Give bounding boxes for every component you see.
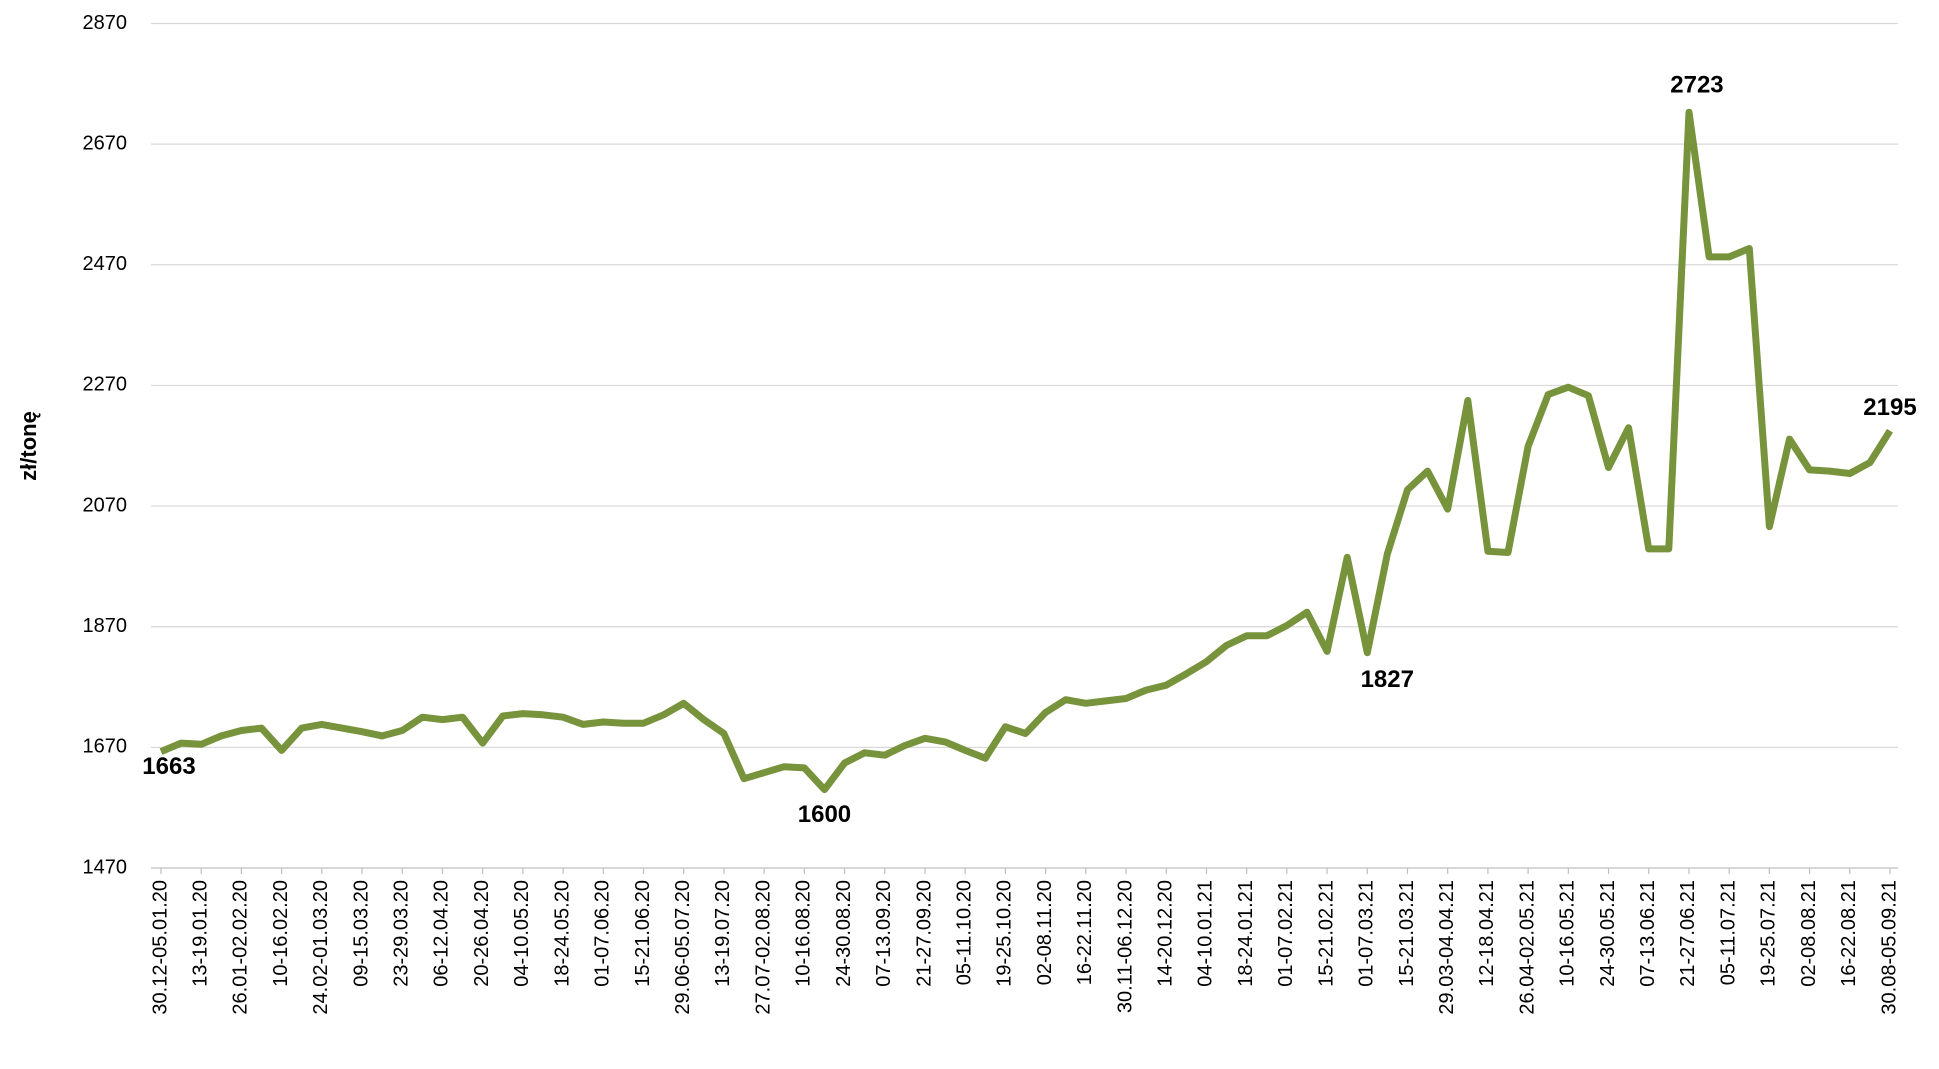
x-tick-label: 05-11.10.20 (953, 880, 975, 985)
y-tick-label: 1470 (83, 856, 128, 878)
x-tick-label: 01-07.03.21 (1356, 880, 1378, 987)
x-tick-label: 24.02-01.03.20 (310, 880, 332, 1015)
x-tick-label: 18-24.01.21 (1235, 880, 1257, 987)
x-tick-label: 26.01-02.02.20 (230, 880, 252, 1015)
x-tick-label: 30.08-05.09.21 (1878, 880, 1900, 1015)
x-tick-label: 30.12-05.01.20 (149, 880, 171, 1015)
x-tick-label: 18-24.05.20 (551, 880, 573, 987)
x-tick-label: 21-27.09.20 (913, 880, 935, 987)
x-tick-label: 27.07-02.08.20 (752, 880, 774, 1015)
x-tick-label: 13-19.01.20 (189, 880, 211, 987)
x-tick-label: 04-10.01.21 (1195, 880, 1217, 987)
data-label: 1600 (798, 801, 851, 828)
x-tick-label: 16-22.11.20 (1074, 880, 1096, 985)
x-tick-label: 10-16.02.20 (270, 880, 292, 987)
x-tick-label: 16-22.08.21 (1838, 880, 1860, 987)
x-tick-label: 19-25.10.20 (994, 880, 1016, 987)
x-tick-label: 15-21.06.20 (632, 880, 654, 987)
data-label: 2195 (1863, 394, 1916, 421)
data-label: 1827 (1361, 666, 1414, 693)
x-tick-label: 20-26.04.20 (471, 880, 493, 987)
y-tick-label: 2870 (83, 12, 128, 34)
x-tick-label: 02-08.08.21 (1798, 880, 1820, 987)
y-axis-label: zł/tonę (16, 411, 41, 481)
y-tick-label: 1670 (83, 736, 128, 758)
x-tick-label: 01-07.02.21 (1275, 880, 1297, 987)
x-tick-label: 02-08.11.20 (1034, 880, 1056, 985)
x-tick-label: 12-18.04.21 (1476, 880, 1498, 987)
x-tick-label: 29.03-04.04.21 (1436, 880, 1458, 1015)
x-tick-label: 06-12.04.20 (431, 880, 453, 987)
x-tick-label: 21-27.06.21 (1677, 880, 1699, 987)
y-tick-label: 1870 (83, 615, 128, 637)
line-series (159, 108, 1893, 794)
x-tick-label: 01-07.06.20 (592, 880, 614, 987)
x-tick-label: 30.11-06.12.20 (1114, 880, 1136, 1013)
x-tick-label: 13-19.07.20 (712, 880, 734, 987)
x-tick-label: 15-21.03.21 (1396, 880, 1418, 987)
x-tick-label: 14-20.12.20 (1155, 880, 1177, 987)
x-tick-label: 07-13.06.21 (1637, 880, 1659, 987)
x-tick-label: 05-11.07.21 (1717, 880, 1739, 985)
y-tick-label: 2670 (83, 132, 128, 154)
x-tick-label: 15-21.02.21 (1315, 880, 1337, 987)
x-tick-label: 10-16.08.20 (793, 880, 815, 987)
x-tick-label: 09-15.03.20 (350, 880, 372, 987)
x-tick-label: 23-29.03.20 (391, 880, 413, 987)
y-tick-label: 2070 (83, 494, 128, 516)
x-tick-label: 19-25.07.21 (1758, 880, 1780, 987)
x-tick-label: 04-10.05.20 (511, 880, 533, 987)
x-tick-label: 24-30.05.21 (1597, 880, 1619, 987)
x-tick-label: 26.04-02.05.21 (1516, 880, 1538, 1015)
y-tick-label: 2270 (83, 374, 128, 396)
x-tick-label: 29.06-05.07.20 (672, 880, 694, 1015)
data-label: 1663 (142, 753, 195, 780)
data-label: 2723 (1670, 72, 1723, 99)
y-tick-label: 2470 (83, 253, 128, 275)
x-tick-label: 24-30.08.20 (833, 880, 855, 987)
x-tick-label: 10-16.05.21 (1557, 880, 1579, 987)
x-tick-label: 07-13.09.20 (873, 880, 895, 987)
